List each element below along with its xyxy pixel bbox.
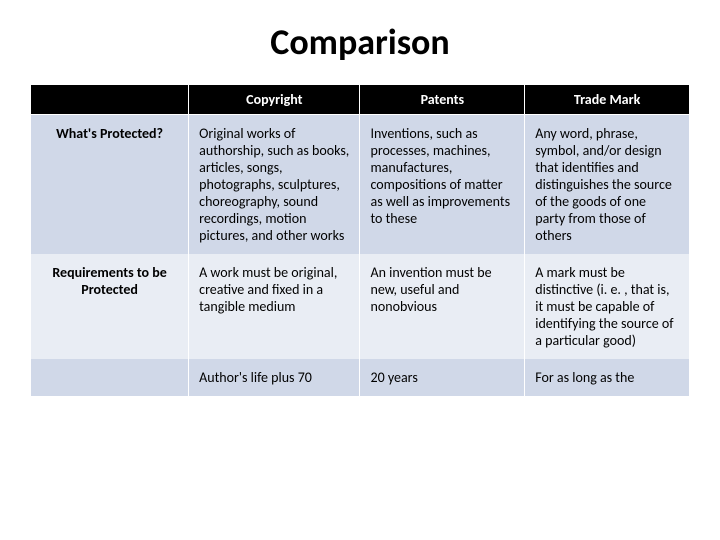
cell-patents: Inventions, such as processes, machines,… [360,115,525,255]
page-title: Comparison [30,20,690,64]
table-header-row: Copyright Patents Trade Mark [31,85,690,115]
table-row: What's Protected? Original works of auth… [31,115,690,255]
row-label: Requirements to be Protected [31,254,189,359]
cell-patents: 20 years [360,359,525,396]
table-row: Requirements to be Protected A work must… [31,254,690,359]
header-trademark: Trade Mark [525,85,690,115]
cell-trademark: For as long as the [525,359,690,396]
cell-trademark: A mark must be distinctive (i. e. , that… [525,254,690,359]
slide: Comparison Copyright Patents Trade Mark … [0,0,720,540]
comparison-table: Copyright Patents Trade Mark What's Prot… [30,84,690,396]
row-label [31,359,189,396]
row-label: What's Protected? [31,115,189,255]
cell-copyright: Author's life plus 70 [189,359,360,396]
header-patents: Patents [360,85,525,115]
header-corner [31,85,189,115]
cell-patents: An invention must be new, useful and non… [360,254,525,359]
cell-trademark: Any word, phrase, symbol, and/or design … [525,115,690,255]
cell-copyright: A work must be original, creative and fi… [189,254,360,359]
header-copyright: Copyright [189,85,360,115]
cell-copyright: Original works of authorship, such as bo… [189,115,360,255]
table-row: Author's life plus 70 20 years For as lo… [31,359,690,396]
